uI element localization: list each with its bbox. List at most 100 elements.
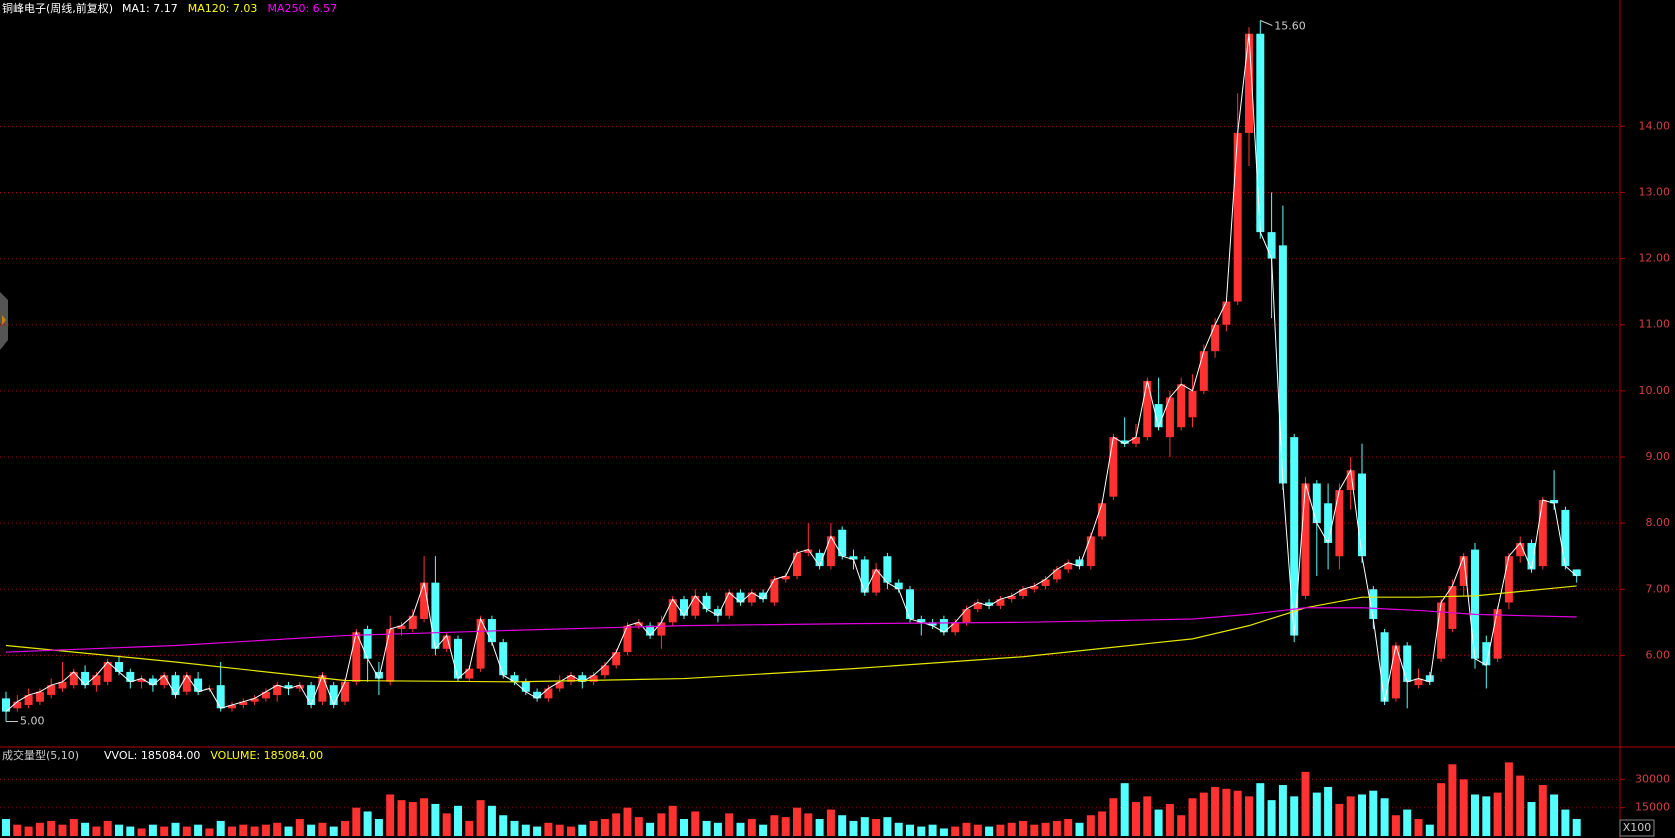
volume-bar [691,811,700,836]
candle-body [1211,324,1220,352]
volume-bar [250,826,259,836]
candle-body [1437,602,1446,659]
volume-bar [634,817,643,836]
volume-bar [205,828,214,836]
candle-body [81,671,90,686]
legend-entry: MA1: 7.17 [122,2,178,15]
candle-body [600,665,609,676]
candle-body [860,559,869,593]
volume-bar [487,805,496,836]
candle-body [725,592,734,616]
volume-bar [81,822,90,836]
candle-body [239,701,248,705]
candle-body [1019,589,1027,596]
volume-bar [284,826,293,836]
candle-body [781,576,790,580]
y-tick-label: 12.00 [1639,252,1671,265]
volume-bar [985,826,994,836]
candle-body [1346,470,1355,491]
candle-body [194,678,203,692]
candle-body [397,625,406,629]
volume-bar [1233,790,1242,836]
volume-bar [318,822,327,836]
candle-body [1538,499,1547,567]
candle-body [680,599,688,616]
volume-bar [69,819,78,836]
volume-bar [1561,809,1570,836]
volume-bar [1278,785,1287,836]
candle-body [1516,542,1525,557]
volume-bar [24,826,33,836]
volume-bar [578,824,587,836]
candle-body [1233,132,1242,302]
volume-bar [917,826,926,836]
volume-bar [1098,811,1107,836]
side-handle-arrow [2,315,6,325]
candle-body [985,602,994,606]
volume-bar [1007,822,1016,836]
volume-bar [646,822,655,836]
candle-body [521,681,530,692]
y-tick-label: 9.00 [1646,450,1671,463]
candle-body [374,671,383,679]
candle-body [1561,509,1570,567]
candle-body [2,698,10,712]
candle-body [1312,483,1321,524]
volume-bar [182,826,191,836]
volume-bar [838,815,847,836]
volume-bar [228,826,236,836]
volume-bar [1165,803,1174,836]
ma-line [5,585,1577,683]
candle-body [883,556,892,583]
candle-body [951,622,960,633]
candle-body [171,675,180,696]
volume-bar [58,824,67,836]
candle-body [228,704,236,709]
candle-body [1527,542,1536,570]
candle-body [1075,559,1084,567]
candle-body [962,609,971,623]
volume-bar [736,822,745,836]
candle-body [499,642,508,676]
volume-bar [612,813,621,836]
volume-title: 成交量型(5,10) [2,748,79,762]
volume-bar [171,822,180,836]
volume-bar [397,800,406,836]
volume-bar [160,826,169,836]
volume-bar [1075,822,1084,836]
candle-body [747,592,756,603]
volume-bar [1459,779,1468,836]
volume-bar [973,824,982,836]
y-tick-label: 11.00 [1639,318,1671,331]
volume-bar [363,811,372,836]
candle-body [1414,678,1423,686]
volume-bar [894,822,903,836]
volume-bar [860,817,869,836]
candle-body [589,675,598,682]
candle-body [69,671,78,686]
candle-body [284,685,293,689]
volume-bar [713,822,722,836]
volume-bar [1448,764,1457,836]
volume-bar [216,820,225,836]
y-tick-label: 14.00 [1639,119,1671,132]
candle-body [1098,503,1107,537]
candle-body [92,675,101,686]
volume-bar [442,813,451,836]
candle-body [24,695,33,705]
volume-bar [329,826,338,836]
volume-bar [1527,802,1536,836]
low-label: 5.00 [20,715,45,728]
candle-body [1222,301,1231,325]
candle-body [894,582,903,590]
candle-body [103,662,112,682]
volume-bar [1425,824,1434,836]
volume-bar [815,819,824,836]
candle-body [1109,437,1118,497]
volume-bar [137,828,146,836]
candle-body [1064,562,1073,570]
candle-body [386,628,395,682]
volume-bar [374,819,383,836]
candle-body [634,622,643,626]
candle-body [872,569,881,593]
